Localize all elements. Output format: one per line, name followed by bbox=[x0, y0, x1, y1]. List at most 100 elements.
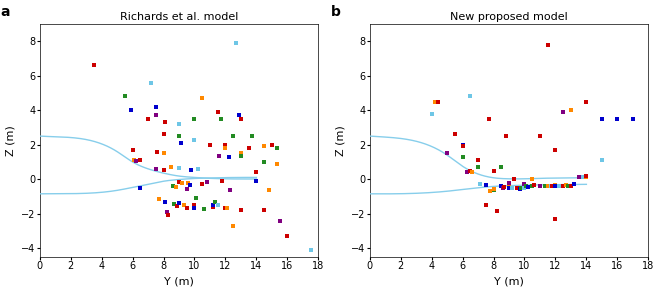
Point bbox=[174, 201, 184, 206]
Point bbox=[574, 175, 584, 180]
Point bbox=[225, 187, 236, 192]
Point bbox=[507, 185, 517, 190]
Point bbox=[152, 149, 162, 154]
Point bbox=[535, 184, 545, 188]
Point bbox=[449, 132, 460, 137]
X-axis label: Y (m): Y (m) bbox=[164, 277, 194, 286]
Point bbox=[220, 146, 231, 150]
Point bbox=[158, 167, 169, 172]
Text: a: a bbox=[1, 5, 10, 19]
Point bbox=[244, 146, 254, 150]
Point bbox=[508, 177, 519, 182]
Point bbox=[189, 117, 200, 121]
Point bbox=[177, 180, 187, 185]
Point bbox=[197, 96, 207, 100]
Point bbox=[213, 203, 223, 207]
Point bbox=[263, 187, 274, 192]
Point bbox=[612, 117, 622, 121]
Point bbox=[271, 146, 282, 150]
Point bbox=[529, 183, 539, 187]
Point bbox=[176, 141, 186, 145]
Point bbox=[527, 177, 537, 182]
Point bbox=[251, 170, 261, 175]
Point bbox=[251, 178, 261, 183]
Point bbox=[442, 151, 452, 156]
Point bbox=[216, 117, 226, 121]
Point bbox=[519, 185, 530, 190]
Point bbox=[197, 182, 207, 187]
Point bbox=[535, 134, 545, 138]
Point bbox=[485, 189, 496, 194]
Point bbox=[550, 183, 561, 187]
Point bbox=[581, 175, 591, 180]
Point bbox=[166, 165, 176, 169]
Point bbox=[432, 99, 443, 104]
Point bbox=[578, 175, 589, 180]
Point bbox=[174, 122, 184, 126]
Point bbox=[500, 134, 511, 138]
Point bbox=[143, 117, 153, 121]
Point bbox=[220, 206, 231, 211]
Point bbox=[426, 111, 437, 116]
Point bbox=[146, 80, 156, 85]
Point bbox=[163, 213, 174, 218]
Point bbox=[488, 186, 499, 191]
Point bbox=[512, 185, 522, 190]
Point bbox=[228, 223, 238, 228]
Point bbox=[562, 184, 573, 188]
Point bbox=[543, 42, 553, 47]
Point bbox=[189, 205, 200, 210]
Text: b: b bbox=[331, 5, 341, 19]
Point bbox=[259, 144, 269, 149]
Point bbox=[550, 184, 561, 188]
Point bbox=[498, 185, 508, 190]
Point bbox=[169, 202, 180, 206]
Point bbox=[182, 186, 192, 191]
Point bbox=[192, 166, 203, 171]
Point bbox=[182, 206, 192, 211]
Point bbox=[566, 108, 576, 112]
Point bbox=[228, 134, 238, 138]
Point bbox=[504, 182, 514, 187]
Point bbox=[172, 204, 183, 208]
Point bbox=[236, 151, 246, 156]
Point bbox=[550, 184, 561, 188]
Point bbox=[208, 204, 218, 209]
Point bbox=[174, 134, 184, 138]
Point bbox=[473, 158, 483, 163]
Point bbox=[189, 203, 200, 207]
Point bbox=[488, 186, 499, 191]
Point bbox=[569, 182, 579, 187]
Point bbox=[512, 185, 522, 190]
Point bbox=[558, 110, 568, 114]
Point bbox=[515, 186, 525, 191]
Point bbox=[209, 200, 220, 205]
Point bbox=[158, 132, 169, 137]
Point bbox=[191, 196, 201, 201]
Point bbox=[150, 113, 161, 118]
Point bbox=[550, 147, 561, 152]
Point bbox=[539, 184, 550, 188]
Point bbox=[581, 99, 591, 104]
Point bbox=[504, 185, 514, 189]
Point bbox=[496, 165, 506, 169]
Point bbox=[150, 166, 161, 171]
Point bbox=[217, 178, 228, 183]
Point bbox=[566, 184, 576, 188]
Title: New proposed model: New proposed model bbox=[450, 12, 568, 22]
Point bbox=[484, 117, 494, 121]
Point bbox=[189, 137, 200, 142]
Point bbox=[150, 105, 161, 109]
Point bbox=[127, 147, 138, 152]
Point bbox=[457, 142, 468, 147]
Point bbox=[597, 117, 607, 121]
Point bbox=[475, 182, 485, 187]
Point bbox=[465, 94, 476, 99]
Point bbox=[234, 113, 245, 118]
Point bbox=[504, 185, 514, 190]
Point bbox=[519, 185, 530, 190]
Point bbox=[214, 154, 224, 158]
Point bbox=[465, 168, 476, 173]
Point bbox=[546, 184, 556, 188]
Point bbox=[154, 197, 164, 201]
